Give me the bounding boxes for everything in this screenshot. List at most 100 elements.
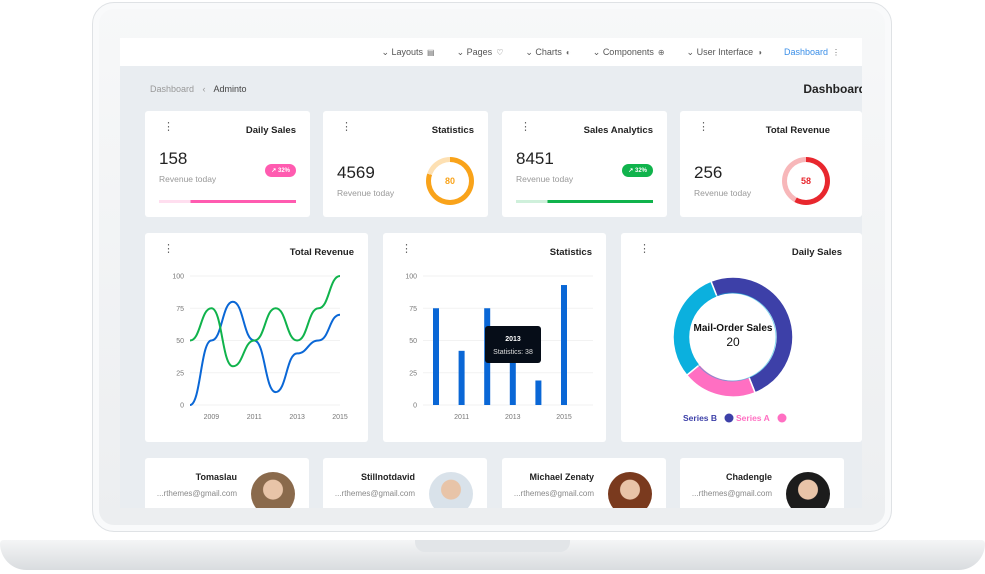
user-email: ...rthemes@gmail.com bbox=[691, 489, 772, 498]
components-icon: ⊕ bbox=[657, 47, 665, 57]
x-tick-label: 2009 bbox=[204, 414, 220, 421]
stat-value: 8451 bbox=[516, 149, 554, 168]
user-name: Michael Zenaty bbox=[529, 472, 594, 482]
chevron-down-icon: ⌄ bbox=[686, 46, 697, 57]
donut-slice-2[interactable] bbox=[672, 280, 719, 377]
user-card[interactable]: Michael Zenaty ...rthemes@gmail.com bbox=[502, 458, 666, 508]
chevron-down-icon: ⌄ bbox=[381, 46, 392, 57]
nav-label: Components bbox=[602, 46, 654, 57]
y-tick-label: 100 bbox=[405, 274, 417, 281]
nav-label: User Interface bbox=[696, 46, 754, 57]
tooltip-title: 2013 bbox=[505, 336, 521, 343]
more-menu-icon[interactable]: ⋮ bbox=[401, 243, 412, 255]
trend-badge: ↗ 32% bbox=[622, 164, 653, 177]
donut-slice-1[interactable] bbox=[685, 363, 757, 398]
user-card[interactable]: Tomaslau ...rthemes@gmail.com bbox=[145, 458, 309, 508]
bar-chart: 0 25 50 75 100 2011 2013 2015 2013 Statistics: 38 bbox=[405, 274, 593, 421]
nav-item-dashboard[interactable]: Dashboard ⋮ bbox=[784, 47, 840, 57]
x-tick-label: 2013 bbox=[505, 414, 521, 421]
trend-badge: ↗ 32% bbox=[265, 164, 296, 177]
nav-label: Charts bbox=[535, 46, 562, 57]
y-tick-label: 75 bbox=[176, 306, 184, 313]
breadcrumb-root[interactable]: Dashboard bbox=[150, 84, 195, 94]
y-tick-label: 25 bbox=[176, 370, 184, 377]
user-email: ...rthemes@gmail.com bbox=[156, 489, 237, 498]
line-series-1 bbox=[189, 275, 341, 368]
nav-label: Pages bbox=[466, 46, 493, 57]
bar-2011[interactable] bbox=[458, 350, 465, 405]
more-menu-icon[interactable]: ⋮ bbox=[698, 121, 709, 133]
stat-subtitle: Revenue today bbox=[516, 174, 574, 184]
card-title: Sales Analytics bbox=[583, 125, 653, 136]
more-menu-icon[interactable]: ⋮ bbox=[163, 243, 174, 255]
screen: ⌄ Layouts ▤ ⌄ Pages ♡ ⌄ Charts ◐ ⌄ Components ⊕… bbox=[120, 38, 862, 508]
stat-subtitle: Revenue today bbox=[694, 188, 752, 198]
y-tick-label: 75 bbox=[409, 306, 417, 313]
progress-ring: 58 bbox=[782, 157, 830, 205]
x-tick-label: 2011 bbox=[247, 414, 262, 421]
legend-swatch bbox=[724, 413, 734, 423]
nav-item-layouts[interactable]: ⌄ Layouts ▤ bbox=[381, 47, 434, 58]
breadcrumb: Dashboard ‹ Adminto bbox=[150, 84, 247, 94]
nav-item-pages[interactable]: ⌄ Pages ♡ bbox=[457, 47, 504, 58]
more-menu-icon[interactable]: ⋮ bbox=[163, 121, 174, 133]
stat-card: ⋮ Daily Sales 158 Revenue today ↗ 32% bbox=[145, 111, 310, 217]
progress-ring: 80 bbox=[426, 157, 474, 205]
bar-2014[interactable] bbox=[535, 380, 542, 405]
nav-item-components[interactable]: ⌄ Components ⊕ bbox=[593, 47, 665, 58]
progress-bar bbox=[516, 200, 653, 203]
card-title: Daily Sales bbox=[791, 247, 842, 258]
donut-center-label: Mail-Order Sales bbox=[694, 323, 773, 334]
chevron-down-icon: ⌄ bbox=[525, 46, 536, 57]
stat-value: 158 bbox=[159, 149, 188, 168]
legend-swatch bbox=[777, 413, 787, 423]
progress-bar bbox=[159, 200, 296, 203]
chart-icon: ◐ bbox=[565, 47, 571, 57]
y-tick-label: 0 bbox=[413, 403, 417, 410]
user-card[interactable]: Stillnotdavid ...rthemes@gmail.com bbox=[323, 458, 487, 508]
x-tick-label: 2015 bbox=[556, 414, 572, 421]
card-title: Total Revenue bbox=[289, 247, 354, 258]
y-tick-label: 100 bbox=[172, 274, 184, 281]
donut-slice-0[interactable] bbox=[709, 276, 794, 394]
x-tick-label: 2015 bbox=[332, 414, 348, 421]
nav-label: Layouts bbox=[391, 46, 424, 57]
card-title: Statistics bbox=[549, 247, 592, 258]
stat-card: ⋮ Statistics 4569 Revenue today 80 bbox=[323, 111, 488, 217]
card-title: Statistics bbox=[431, 125, 474, 136]
laptop-notch bbox=[415, 540, 570, 552]
card-title: Total Revenue bbox=[765, 125, 830, 136]
stat-card: ⋮ Total Revenue 256 Revenue today 58 bbox=[680, 111, 862, 217]
bar-2010[interactable] bbox=[433, 308, 439, 405]
total-revenue-chart-card: ⋮ Total Revenue 0 25 50 75 100 2009 2011 2013 20… bbox=[145, 233, 368, 442]
more-menu-icon[interactable]: ⋮ bbox=[341, 121, 352, 133]
bar-2013[interactable] bbox=[509, 355, 516, 405]
line-series-0 bbox=[189, 300, 341, 406]
more-menu-icon[interactable]: ⋮ bbox=[520, 121, 531, 133]
nav-label: Dashboard bbox=[783, 47, 828, 57]
ui-icon: ◑ bbox=[757, 47, 762, 57]
chevron-down-icon: ⌄ bbox=[456, 46, 467, 57]
donut-inner-ring bbox=[687, 292, 777, 382]
user-name: Tomaslau bbox=[195, 472, 237, 482]
user-name: Stillnotdavid bbox=[361, 472, 415, 482]
statistics-chart-card: ⋮ Statistics 0 25 50 75 100 2011 2013 2015 2013 S… bbox=[383, 233, 606, 442]
avatar bbox=[608, 472, 652, 508]
stat-value: 4569 bbox=[337, 163, 375, 182]
tooltip: 2013 Statistics: 38 bbox=[485, 326, 541, 363]
page-title: Dashboard bbox=[803, 82, 862, 96]
layout-icon: ▤ bbox=[427, 47, 435, 57]
avatar bbox=[786, 472, 830, 508]
legend-label: Series B bbox=[683, 413, 717, 423]
nav-item-charts[interactable]: ⌄ Charts ◐ bbox=[525, 47, 570, 58]
bar-2015[interactable] bbox=[561, 285, 567, 405]
legend-label: Series A bbox=[736, 413, 770, 423]
user-card[interactable]: Chadengle ...rthemes@gmail.com bbox=[680, 458, 844, 508]
nav-item-user-interface[interactable]: ⌄ User Interface ◑ bbox=[687, 47, 762, 58]
tooltip-text: Statistics: 38 bbox=[493, 349, 533, 356]
y-tick-label: 0 bbox=[180, 403, 184, 410]
more-menu-icon[interactable]: ⋮ bbox=[639, 243, 650, 255]
y-tick-label: 50 bbox=[409, 338, 417, 345]
breadcrumb-current: Adminto bbox=[213, 84, 247, 94]
stat-card: ⋮ Sales Analytics 8451 Revenue today ↗ 32% bbox=[502, 111, 667, 217]
